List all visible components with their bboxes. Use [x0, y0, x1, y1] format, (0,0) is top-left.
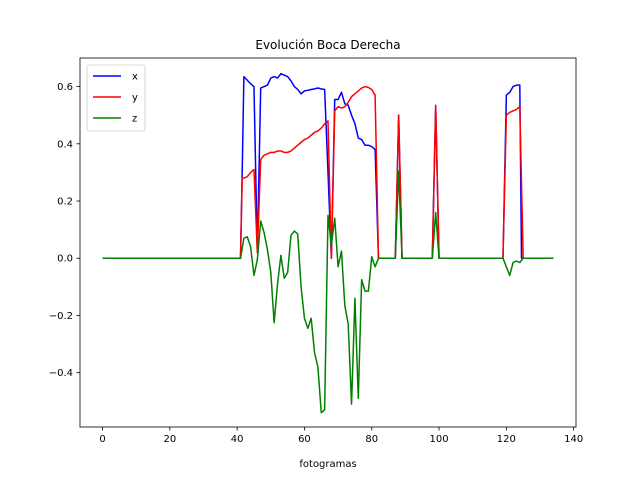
x-axis-title: fotogramas: [299, 459, 356, 470]
x-tick-label: 140: [564, 434, 583, 445]
x-tick-label: 40: [231, 434, 244, 445]
y-tick-label: 0.2: [57, 197, 73, 208]
x-axis: 0 20 40 60 80 100 120 140: [99, 427, 583, 445]
chart-title: Evolución Boca Derecha: [255, 38, 400, 52]
y-tick-label: −0.2: [49, 311, 73, 322]
series-line-y: [102, 85, 554, 259]
x-tick-label: 100: [429, 434, 448, 445]
legend-label-x: x: [132, 72, 138, 83]
y-tick-label: 0.4: [57, 139, 73, 150]
legend-label-y: y: [132, 93, 138, 104]
series-layer: [102, 72, 554, 414]
y-axis: −0.4 −0.2 0.0 0.2 0.4 0.6: [49, 82, 80, 379]
x-tick-label: 120: [497, 434, 516, 445]
y-tick-label: −0.4: [49, 368, 73, 379]
legend-label-z: z: [132, 114, 137, 125]
y-tick-label: 0.0: [57, 254, 73, 265]
legend: xyz: [86, 64, 146, 132]
y-tick-label: 0.6: [57, 82, 73, 93]
x-tick-label: 0: [99, 434, 105, 445]
x-tick-label: 80: [365, 434, 378, 445]
x-tick-label: 20: [163, 434, 176, 445]
legend-box: [86, 64, 146, 132]
plot-frame: [79, 57, 577, 428]
x-tick-label: 60: [298, 434, 311, 445]
series-line-z: [102, 170, 554, 414]
